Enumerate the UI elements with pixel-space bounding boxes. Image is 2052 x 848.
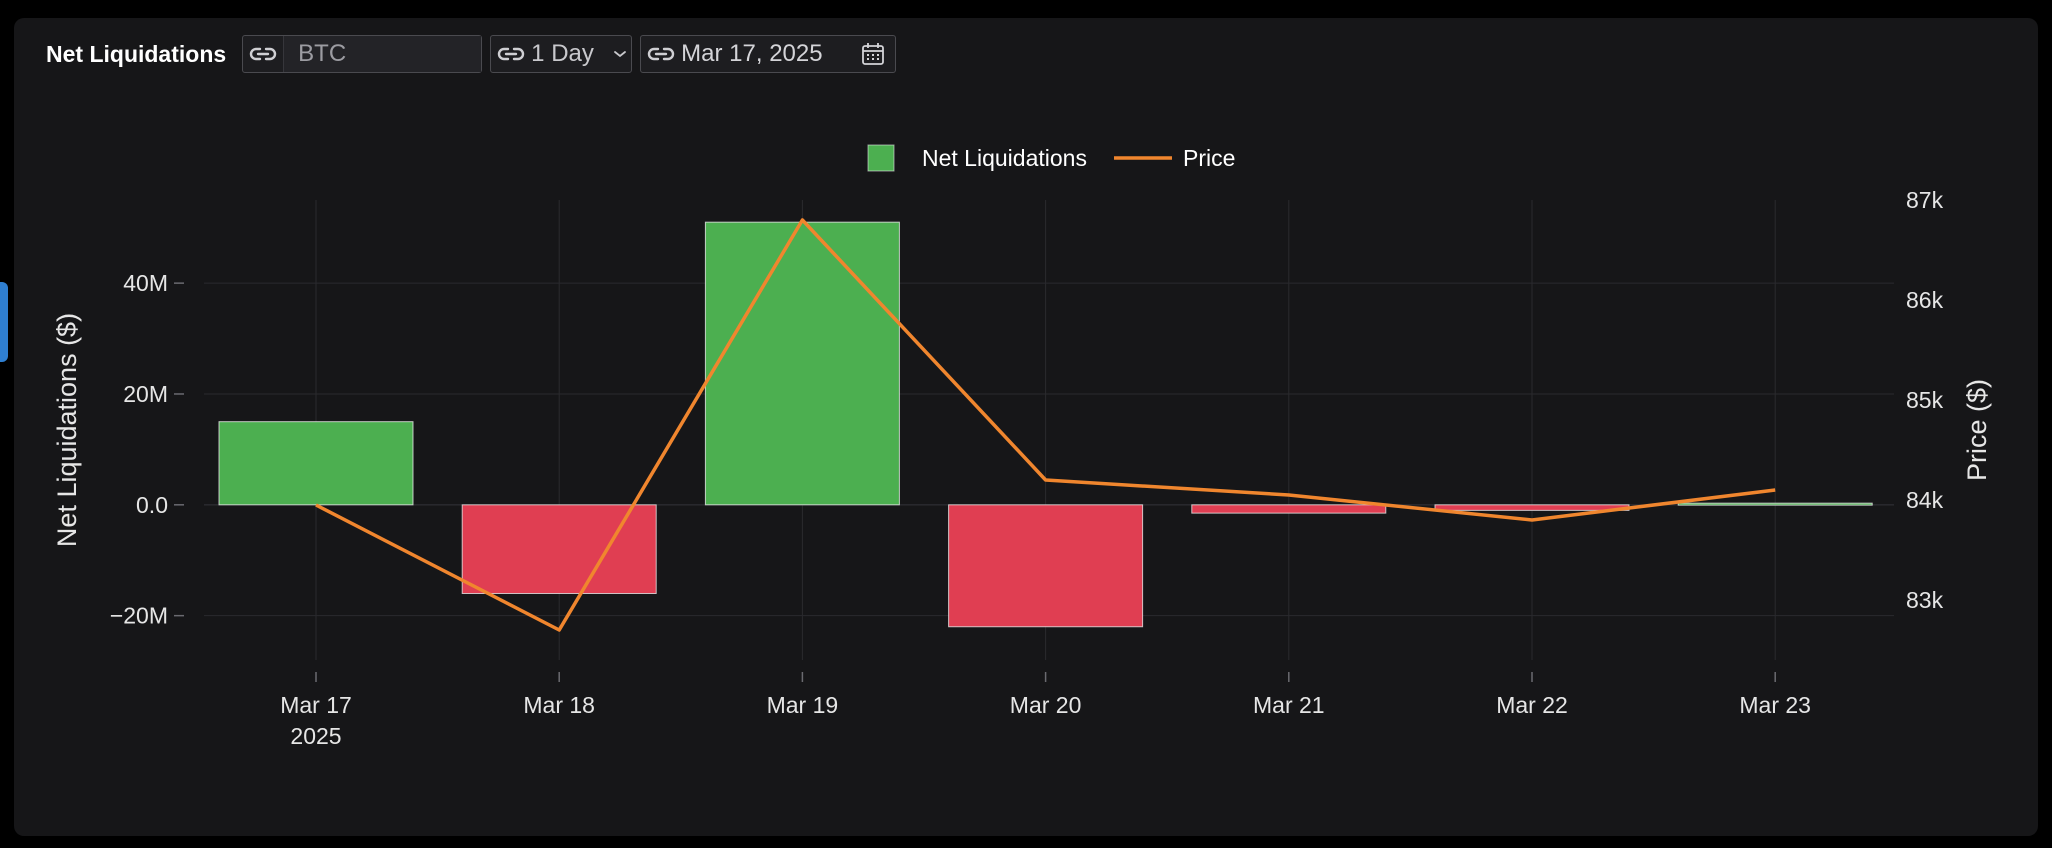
bar: [948, 504, 1144, 628]
y2-axis-title: Price ($): [1962, 379, 1992, 481]
x-tick-label: Mar 23: [1739, 692, 1811, 718]
interval-selector[interactable]: 1 Day: [490, 35, 633, 73]
bar: [1677, 502, 1873, 506]
y2-tick-label: 87k: [1906, 187, 1944, 213]
panel-title: Net Liquidations: [46, 40, 227, 67]
date-value[interactable]: Mar 17, 2025: [681, 40, 823, 67]
y2-tick-label: 85k: [1906, 387, 1944, 413]
side-panel-tab[interactable]: [0, 282, 8, 362]
chart-axes: Mar 17 Mar 18 Mar 19 Mar 20 Mar 21 Mar 22 Mar …: [52, 187, 1992, 749]
calendar-icon[interactable]: [851, 41, 895, 67]
legend-label-net-liquidations: Net Liquidations: [922, 145, 1087, 171]
x-tick-label: Mar 21: [1253, 692, 1325, 718]
link-icon[interactable]: [243, 36, 283, 72]
price-line: [315, 218, 1776, 632]
y-tick-label: 40M: [123, 270, 168, 296]
y2-tick-label: 83k: [1906, 587, 1944, 613]
x-tick-label: Mar 20: [1010, 692, 1082, 718]
legend-swatch-net-liquidations: [867, 144, 895, 172]
bar: [704, 221, 900, 506]
bar: [1191, 504, 1387, 514]
y-axis-title: Net Liquidations ($): [52, 313, 82, 547]
net-liquidations-bars: [218, 221, 1873, 628]
asset-selector[interactable]: BTC: [242, 35, 483, 73]
y2-tick-label: 86k: [1906, 287, 1944, 313]
bar: [1434, 504, 1630, 511]
chart-toolbar: Net Liquidations BTC 1 Day Mar 17, 2025: [46, 34, 897, 74]
bar: [218, 421, 414, 506]
x-tick-label: Mar 18: [523, 692, 595, 718]
y-tick-label: 0.0: [136, 492, 168, 518]
x-tick-label: Mar 22: [1496, 692, 1568, 718]
interval-value: 1 Day: [531, 40, 594, 67]
y2-tick-label: 84k: [1906, 487, 1944, 513]
chart-legend[interactable]: Net Liquidations Price: [867, 144, 1235, 172]
y-tick-label: 20M: [123, 381, 168, 407]
x-tick-label: Mar 17: [280, 692, 352, 718]
x-year-label: 2025: [290, 723, 341, 749]
x-tick-label: Mar 19: [767, 692, 839, 718]
y-tick-label: −20M: [110, 603, 168, 629]
asset-input[interactable]: BTC: [283, 36, 482, 72]
chevron-down-icon[interactable]: [609, 49, 631, 59]
date-picker[interactable]: Mar 17, 2025: [640, 35, 897, 73]
link-icon[interactable]: [491, 36, 531, 72]
legend-label-price: Price: [1183, 145, 1235, 171]
price-line-series: [315, 218, 1776, 632]
link-icon[interactable]: [641, 36, 681, 72]
